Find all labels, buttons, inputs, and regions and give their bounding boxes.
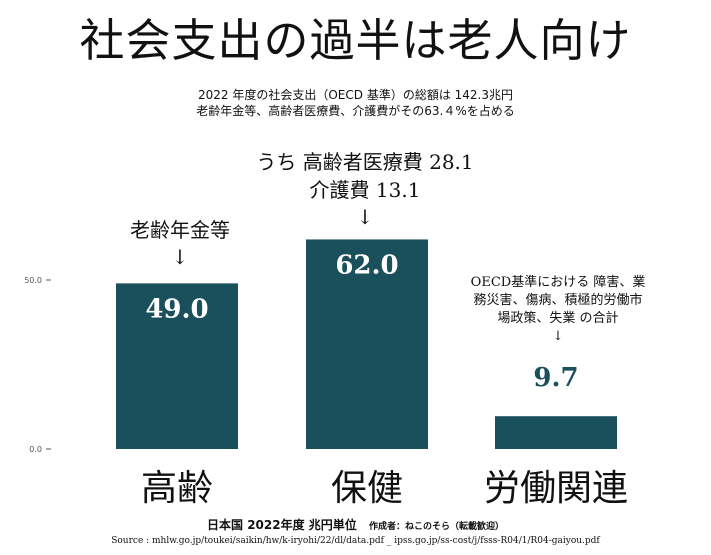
data-label: 9.7 bbox=[533, 363, 578, 393]
subtitle-line-2: 老齢年金等、高齢者医療費、介護費がその63.４%を占める bbox=[196, 104, 515, 118]
data-label: 49.0 bbox=[145, 294, 208, 324]
bar bbox=[495, 416, 617, 449]
y-tick-label: 0.0 bbox=[29, 445, 42, 454]
footer-source: Source : mhlw.go.jp/toukei/saikin/hw/k-i… bbox=[111, 536, 600, 546]
chart-title: 社会支出の過半は老人向け bbox=[79, 14, 632, 67]
elderly-annotation-arrow: ↓ bbox=[171, 245, 189, 269]
health-annotation-arrow: ↓ bbox=[356, 205, 374, 229]
health-annotation-line-2: 介護費 13.1 bbox=[309, 178, 421, 202]
labor-annotation-line-1: OECD基準における 障害、業 bbox=[470, 275, 646, 290]
elderly-annotation-label: 老齢年金等 bbox=[130, 218, 230, 242]
health-annotation-line-1: うち 高齢者医療費 28.1 bbox=[256, 150, 474, 174]
footer-author: 作成者：ねこのそら（転載歓迎） bbox=[368, 522, 504, 532]
category-label: 労働関連 bbox=[484, 468, 628, 509]
labor-annotation-arrow: ↓ bbox=[552, 329, 564, 344]
footer-main-line: 日本国 2022年度 兆円単位 作成者：ねこのそら（転載歓迎） bbox=[0, 518, 711, 535]
data-label: 62.0 bbox=[335, 250, 398, 280]
bar bbox=[306, 239, 428, 449]
category-label: 保健 bbox=[331, 468, 403, 509]
y-tick-label: 50.0 bbox=[24, 276, 42, 285]
labor-annotation-line-3: 場政策、失業 の合計 bbox=[497, 311, 619, 326]
subtitle-line-1: 2022 年度の社会支出（OECD 基準）の総額は 142.3兆円 bbox=[198, 88, 513, 102]
bar bbox=[116, 283, 238, 449]
labor-annotation-line-2: 務災害、傷病、積極的労働市 bbox=[473, 293, 643, 308]
category-label: 高齢 bbox=[141, 468, 213, 509]
footer-main: 日本国 2022年度 兆円単位 bbox=[207, 518, 357, 532]
